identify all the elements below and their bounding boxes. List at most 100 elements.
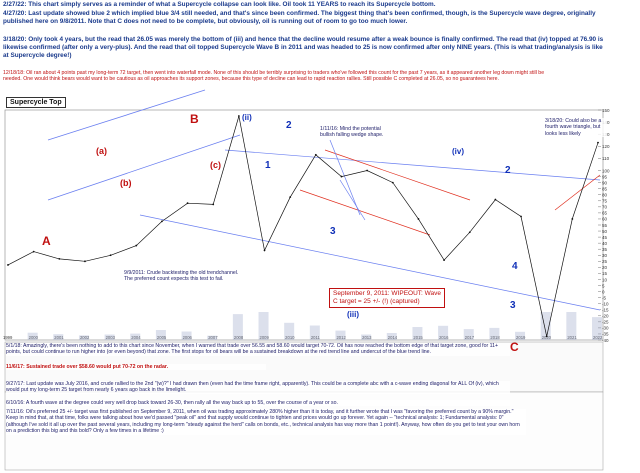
x-tick-label: 2000 [29,335,39,340]
volume-bar [540,312,551,340]
y-tick-label: 65 [602,211,608,216]
volume-bar [27,332,38,340]
y-tick-label: -15 [602,308,609,313]
y-tick-label: 70 [602,205,608,210]
y-tick-label: 25 [602,259,608,264]
wave-label-2b: 2 [505,165,511,176]
note-7-16: 7/11/16: Oil's preferred 25 +/- target w… [6,409,526,435]
price-point [237,115,240,117]
volume-bar [309,325,320,340]
x-tick-label: 2014 [388,335,398,340]
x-tick-label: 2022 [593,335,603,340]
x-tick-label: 2015 [413,335,423,340]
wave-label-c: (c) [210,160,221,170]
note-5-17: 5/1/18: Amazingly, there's been nothing … [6,343,510,356]
x-tick-label: 2008 [234,335,244,340]
wave-label-4: 4 [512,261,518,272]
note-wedge: 1/11/16: Mind the potential bullish fall… [320,126,390,139]
note-2020: 4/27/20: Last update showed blue 2 which… [3,10,609,26]
channel-red-1 [324,149,471,201]
x-tick-label: 2011 [311,335,321,340]
y-tick-label: -10 [602,301,609,306]
price-point [135,244,138,247]
price-point [161,220,163,223]
note-2022: 2/27/22: This chart simply serves as a r… [3,1,603,9]
volume-bars [27,312,602,340]
x-tick-label: 2003 [106,335,116,340]
y-tick-label: 85 [602,186,608,191]
volume-bar [232,314,243,340]
price-point [289,196,292,199]
channel-blue-lower [47,134,241,201]
price-point [391,181,394,184]
volume-bar [207,335,218,340]
y-tick-label: -40 [602,338,609,343]
x-tick-label: 2013 [362,335,372,340]
y-tick-label: 150 [602,108,610,113]
note-9-17: 9/27/17: Last update was July 2016, and … [6,381,510,394]
wave-label-iv: (iv) [452,147,464,156]
wave-label-3b: 3 [510,300,516,311]
x-tick-label: 2012 [336,335,346,340]
x-tick-label: 2020 [542,335,552,340]
price-point [263,249,266,252]
x-tick-label: 2010 [285,335,295,340]
wedge-line-2 [339,179,366,221]
y-tick-label: 90 [602,180,608,185]
x-tick-label: 1999 [3,335,13,340]
wave-label-3: 3 [330,226,336,237]
price-point [109,254,112,257]
y-tick-label: 20 [602,265,608,270]
price-points [7,115,599,338]
volume-bar [463,329,474,340]
note-backtest: 9/9/2011: Crude backtesting the old tren… [124,270,244,283]
volume-bar [155,330,166,340]
volume-bar [566,312,577,340]
price-point [443,259,445,262]
note-6-16: 6/10/16: A fourth wave at the degree cou… [6,400,510,407]
y-tick-label: 30 [602,253,608,258]
y-axis: 1501401301201101009590858075706560555045… [598,108,610,343]
price-point [597,141,599,144]
y-tick-label: 55 [602,223,608,228]
x-tick-label: 2006 [183,335,193,340]
x-tick-label: 2016 [439,335,449,340]
y-tick-label: 35 [602,247,608,252]
note-11-17: 11/6/17: Sustained trade over $58.60 wou… [6,364,266,371]
wave-label-B: B [190,112,199,126]
volume-bar [335,330,346,340]
y-tick-label: 60 [602,217,608,222]
price-point [212,203,215,206]
y-tick-label: 15 [602,271,608,276]
price-point [340,175,343,178]
y-tick-label: 75 [602,199,608,204]
y-tick-label: -20 [602,314,609,319]
y-tick-label: 110 [602,156,610,161]
x-tick-label: 2002 [80,335,90,340]
note-wipeout: September 9, 2011: WIPEOUT: Wave C targe… [329,288,445,308]
channel-blue-upper [47,89,206,141]
price-point [545,335,548,338]
price-point [571,218,574,220]
volume-bar [438,325,449,340]
wedge-line-1 [329,139,361,216]
wave-label-b: (b) [120,178,132,188]
y-tick-label: 80 [602,193,608,198]
y-tick-label: 0 [602,289,605,294]
y-tick-label: 5 [602,283,605,288]
price-point [494,198,497,201]
note-2020b: 3/18/20: Only took 4 years, but the read… [3,36,609,60]
price-point [366,169,369,172]
volume-bar [489,327,500,340]
volume-bar [592,317,602,340]
price-point [520,215,522,218]
price-point [84,260,86,263]
volume-bar [78,335,89,340]
channel-red-2 [299,189,431,236]
x-tick-label: 2019 [516,335,526,340]
wave-label-1: 1 [265,160,271,171]
price-point [186,202,189,205]
wave-label-ii: (ii) [242,113,252,122]
x-tick-label: 2007 [208,335,218,340]
price-point [7,264,9,266]
